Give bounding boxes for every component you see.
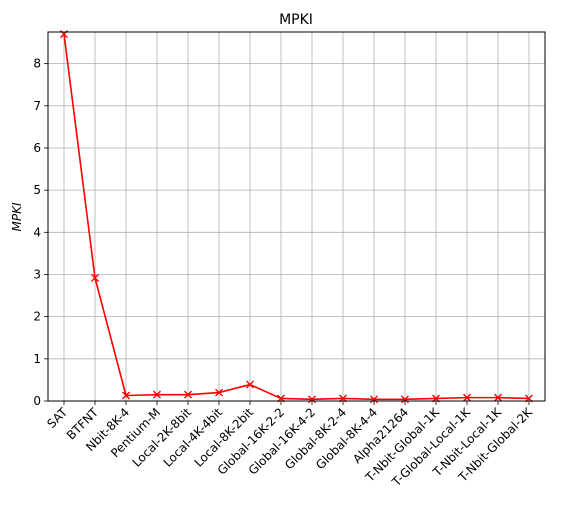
y-tick-label: 6 bbox=[33, 141, 41, 155]
y-tick-label: 4 bbox=[33, 225, 41, 239]
data-point-marker bbox=[215, 388, 223, 397]
data-point-marker bbox=[370, 395, 378, 404]
series-mpki bbox=[60, 30, 533, 404]
chart-title: MPKI bbox=[279, 12, 313, 28]
data-point-marker bbox=[122, 391, 130, 400]
plot-frame bbox=[47, 31, 546, 402]
data-point-marker bbox=[91, 273, 99, 282]
y-tick-label: 8 bbox=[33, 57, 41, 71]
x-tick-label: SAT bbox=[44, 405, 70, 431]
y-tick-label: 0 bbox=[33, 394, 41, 408]
y-tick-label: 3 bbox=[33, 267, 41, 281]
data-point-marker bbox=[184, 390, 192, 399]
data-point-marker bbox=[494, 393, 502, 402]
data-point-marker bbox=[153, 390, 161, 399]
series-line bbox=[63, 34, 530, 401]
data-point-marker bbox=[246, 380, 254, 389]
y-axis-ticks: 0 1 2 3 4 5 6 7 8 bbox=[33, 57, 48, 408]
y-tick-label: 1 bbox=[33, 352, 41, 366]
y-tick-label: 2 bbox=[33, 310, 41, 324]
grid-lines bbox=[48, 32, 545, 402]
data-point-marker bbox=[463, 393, 471, 402]
x-axis-ticks: SATBTFNTNbit-8K-4Pentium-MLocal-2K-8bitL… bbox=[44, 401, 536, 490]
data-point-marker bbox=[308, 395, 316, 404]
y-tick-label: 7 bbox=[33, 99, 41, 113]
y-tick-label: 5 bbox=[33, 183, 41, 197]
data-point-marker bbox=[401, 395, 409, 404]
y-axis-label: MPKI bbox=[10, 202, 24, 231]
